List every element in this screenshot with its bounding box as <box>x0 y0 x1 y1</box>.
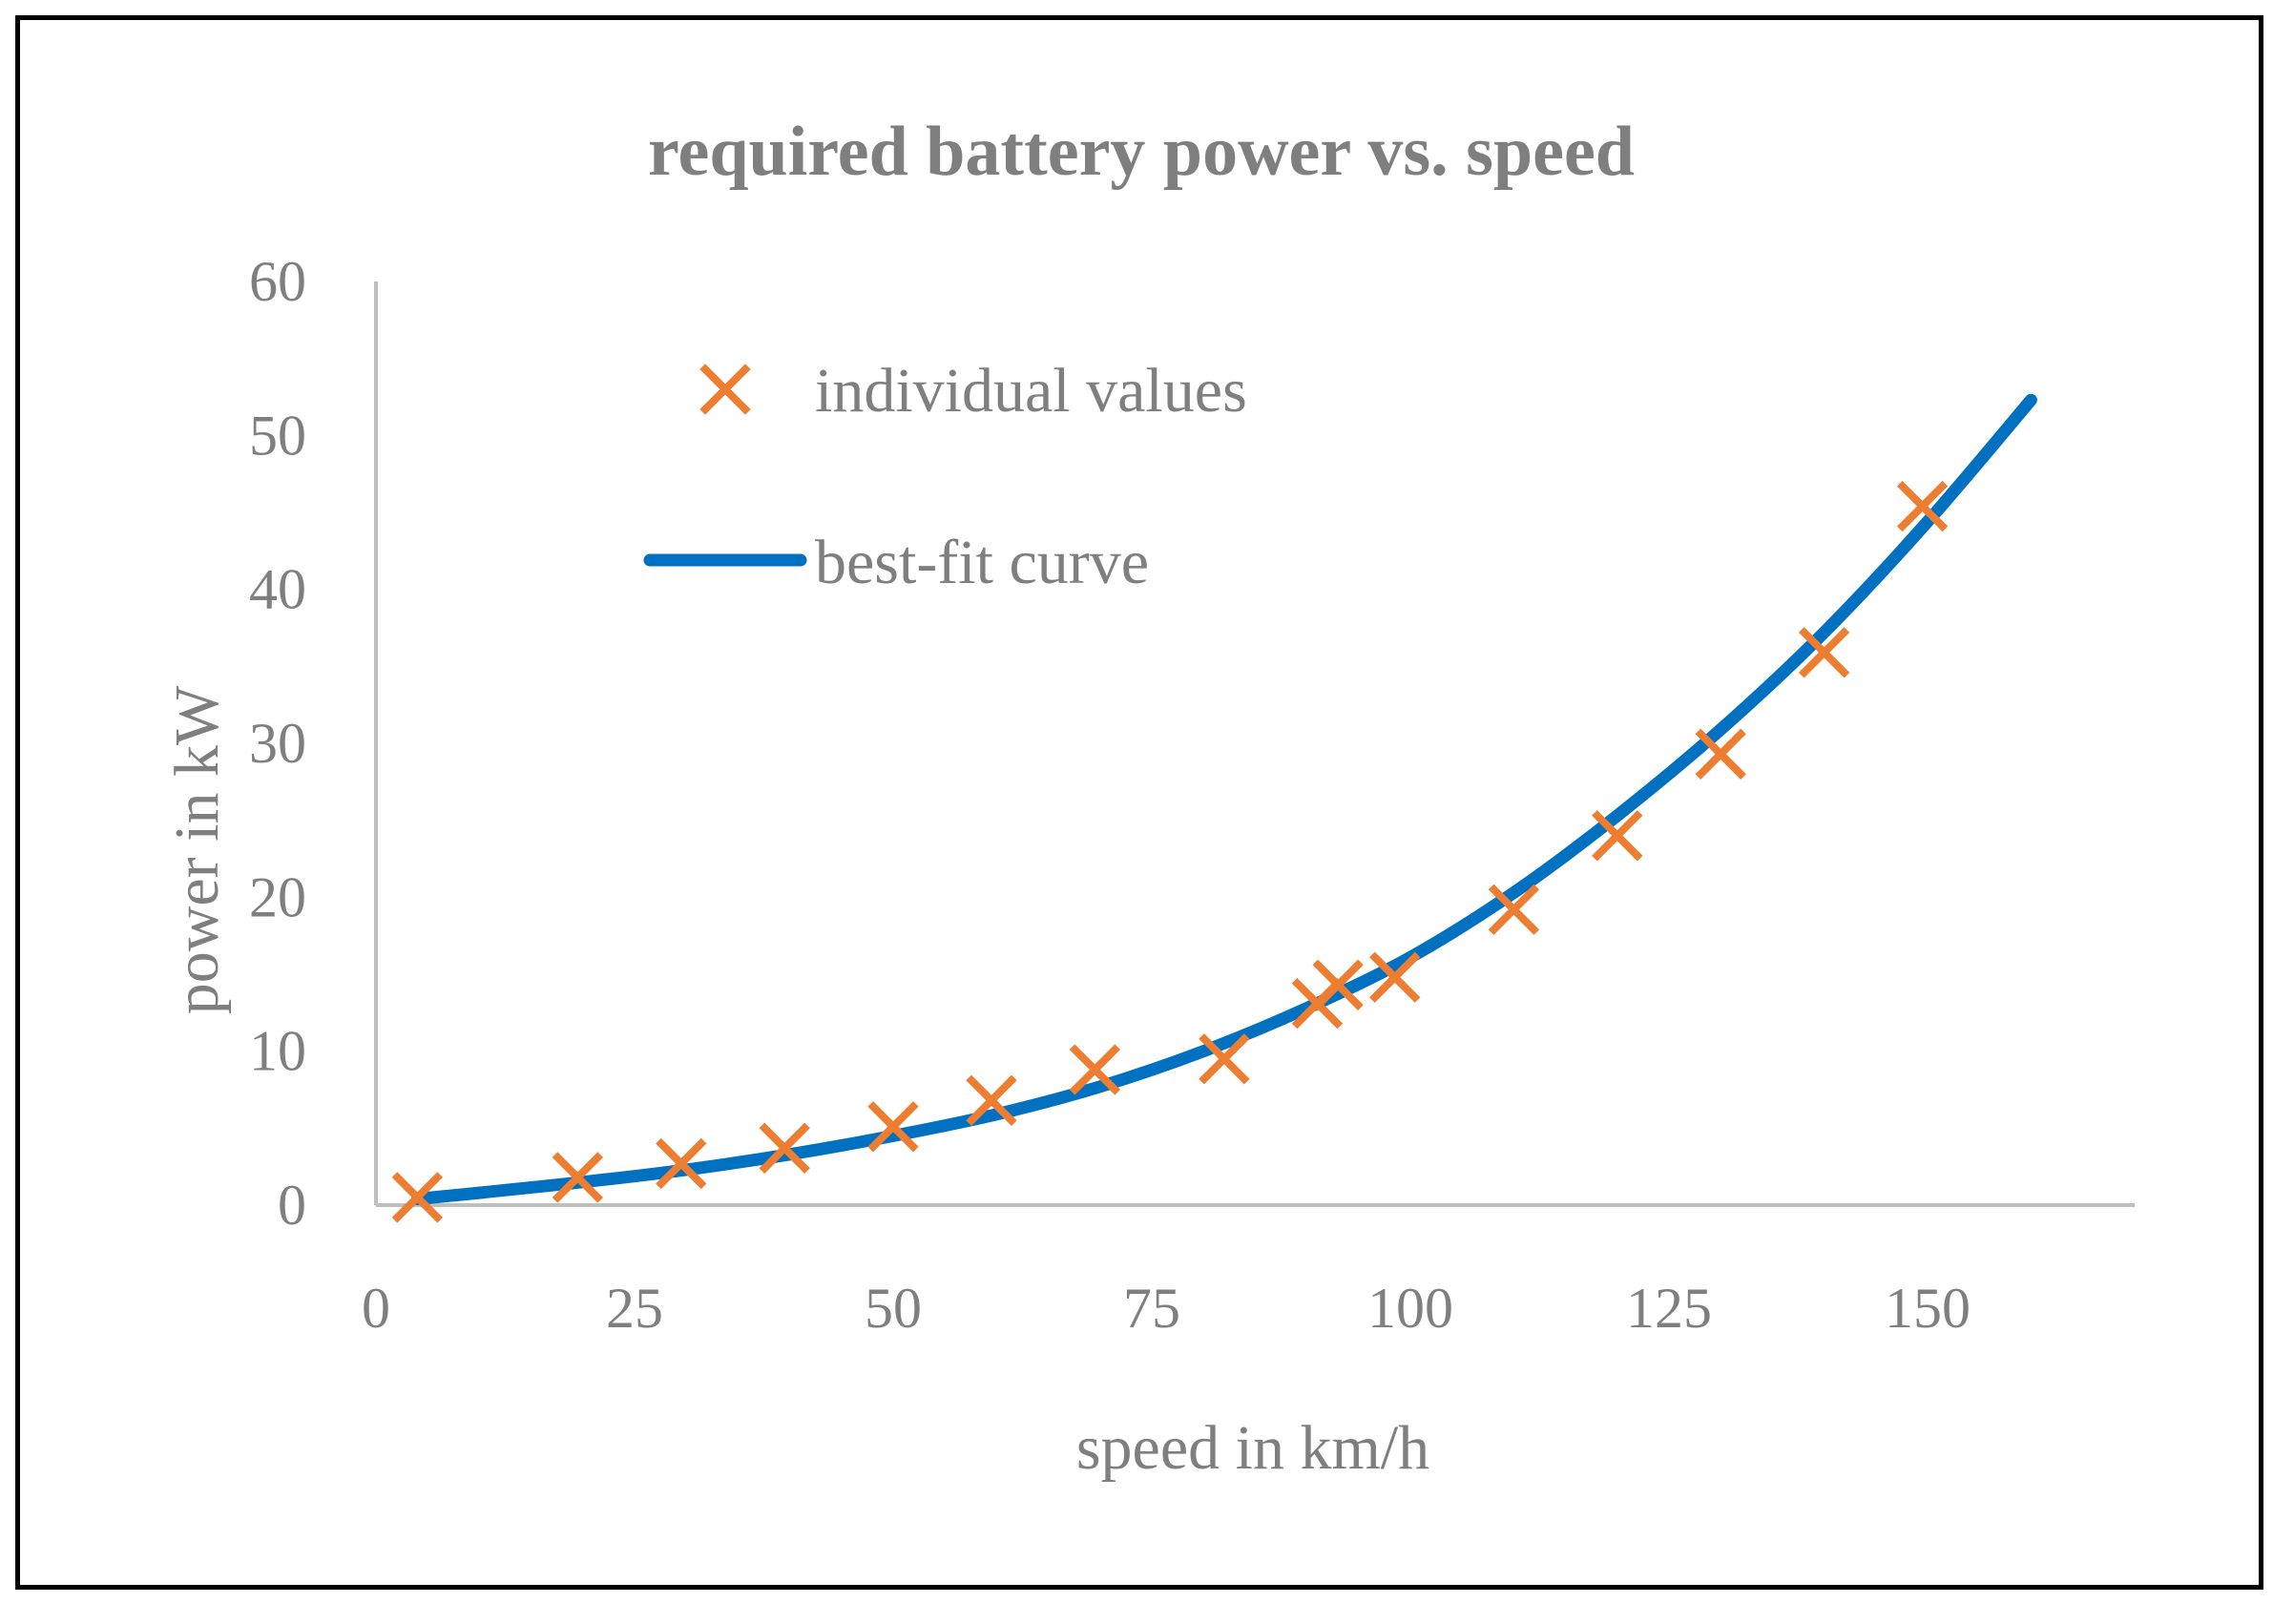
data-point <box>1695 728 1746 780</box>
chart-svg: required battery power vs. speed 0 25 50 75… <box>162 113 2135 1483</box>
y-tick-label: 10 <box>249 1020 306 1083</box>
x-tick-label: 100 <box>1367 1277 1453 1340</box>
data-point <box>1592 810 1643 862</box>
data-point <box>1199 1033 1250 1085</box>
x-tick-label: 0 <box>362 1277 390 1340</box>
axes-layer <box>374 281 2135 1207</box>
data-point <box>1896 480 1949 532</box>
data-point <box>867 1101 919 1153</box>
data-point <box>656 1137 707 1190</box>
data-point <box>1069 1044 1121 1095</box>
x-marker-stroke <box>1592 810 1643 862</box>
ticks-layer: 0 25 50 75 100 125 150 0 10 20 30 40 50 60 <box>249 250 1971 1340</box>
x-marker-stroke <box>656 1137 707 1190</box>
y-axis-label: power in kW <box>162 685 232 1014</box>
x-tick-label: 150 <box>1885 1277 1971 1340</box>
x-tick-label: 125 <box>1626 1277 1712 1340</box>
legend-label-individual-values: individual values <box>815 356 1247 426</box>
x-marker-stroke <box>1896 480 1949 532</box>
x-marker-stroke <box>1069 1044 1121 1095</box>
y-tick-label: 30 <box>249 712 306 775</box>
legend-label-best-fit-curve: best-fit curve <box>815 528 1149 597</box>
x-marker-stroke <box>1695 728 1746 780</box>
y-tick-label: 60 <box>249 250 306 313</box>
x-marker-stroke <box>1312 959 1364 1010</box>
x-marker-stroke <box>867 1101 919 1153</box>
best-fit-curve-line <box>410 393 2037 1205</box>
data-point <box>1488 884 1540 935</box>
best-fit-curve-layer <box>410 393 2037 1205</box>
x-marker-stroke <box>1199 1033 1250 1085</box>
data-point <box>1798 627 1850 678</box>
x-marker-stroke <box>966 1074 1017 1126</box>
y-tick-label: 40 <box>249 558 306 621</box>
data-point <box>1369 951 1421 1003</box>
data-point <box>966 1074 1017 1126</box>
x-marker-stroke <box>552 1152 604 1203</box>
x-marker-stroke <box>699 364 751 415</box>
x-tick-label: 50 <box>865 1277 922 1340</box>
x-marker-stroke <box>1488 884 1540 935</box>
x-marker-stroke <box>1369 951 1421 1003</box>
x-tick-label: 25 <box>606 1277 663 1340</box>
data-point <box>759 1122 810 1174</box>
data-point <box>552 1152 604 1203</box>
legend: individual values best-fit curve <box>643 356 1247 597</box>
x-tick-label: 75 <box>1123 1277 1180 1340</box>
data-point <box>391 1172 444 1223</box>
legend-marker-individual-values <box>699 364 751 415</box>
y-tick-label: 50 <box>249 404 306 467</box>
x-marker-stroke <box>391 1172 444 1223</box>
legend-x-marker <box>699 364 751 415</box>
y-tick-label: 0 <box>278 1174 306 1237</box>
x-marker-stroke <box>1798 627 1850 678</box>
y-tick-label: 20 <box>249 865 306 928</box>
data-point <box>1312 959 1364 1010</box>
individual-values-layer <box>391 480 1949 1223</box>
chart-frame: required battery power vs. speed 0 25 50 75… <box>15 15 2263 1590</box>
x-axis-label: speed in km/h <box>1076 1413 1429 1483</box>
x-marker-stroke <box>759 1122 810 1174</box>
chart-title: required battery power vs. speed <box>648 113 1635 191</box>
